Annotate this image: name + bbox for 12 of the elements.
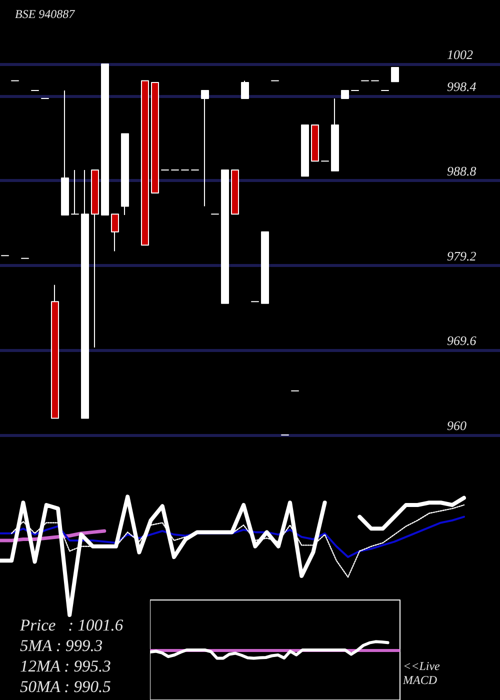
text: 12MA : 995.3 — [20, 656, 111, 676]
text: <<Live MACD — [402, 659, 443, 687]
text: 5MA : 999.3 — [20, 636, 103, 655]
y-tick-label: 998.4 — [447, 78, 477, 94]
chart-title: BSE 940887 — [15, 7, 76, 21]
text: 50MA : 990.5 — [20, 677, 111, 696]
y-tick-label: 979.2 — [447, 248, 477, 264]
y-tick-label: 1002 — [447, 47, 474, 62]
y-tick-label: 969.6 — [447, 333, 477, 348]
y-tick-label: 960 — [447, 418, 467, 433]
y-tick-label: 988.8 — [447, 164, 477, 179]
text: Price : 1001.6 — [19, 616, 124, 634]
